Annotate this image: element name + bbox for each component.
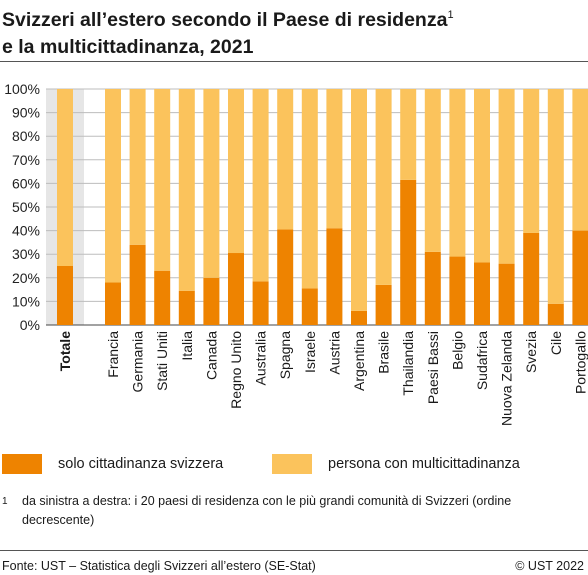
bar-segment-solo <box>228 253 244 325</box>
y-tick-label: 0% <box>20 317 40 333</box>
legend: solo cittadinanza svizzera persona con m… <box>0 454 588 478</box>
legend-label-solo: solo cittadinanza svizzera <box>58 456 224 472</box>
bar-segment-solo <box>449 256 466 325</box>
x-tick-label: Germania <box>130 331 146 393</box>
bar-segment-solo <box>547 303 564 325</box>
x-tick-label: Portogallo <box>572 331 588 394</box>
bar-segment-multi <box>105 89 121 283</box>
bar-segment-solo <box>400 179 417 325</box>
x-tick-label: Australia <box>253 331 269 386</box>
title-footnote-marker: 1 <box>447 9 454 21</box>
x-tick-label: Nuova Zelanda <box>499 331 515 426</box>
x-tick-label: Regno Unito <box>228 331 244 409</box>
bar-segment-multi <box>400 89 417 180</box>
bar-segment-multi <box>154 89 171 271</box>
bar-segment-solo <box>129 244 146 325</box>
x-tick-label: Sudafrica <box>474 331 490 390</box>
bar-segment-solo <box>498 263 515 325</box>
x-tick-label: Stati Uniti <box>154 331 170 391</box>
legend-label-multi: persona con multicittadinanza <box>328 456 520 472</box>
x-tick-label: Argentina <box>351 331 367 391</box>
y-tick-label: 50% <box>12 199 40 215</box>
bar-segment-multi <box>449 89 466 257</box>
bar-segment-solo <box>178 290 195 325</box>
stacked-bar-chart: 0% 10% 20% 30% 40% 50% 60% 70% 80% 90% 100% Totale F… <box>4 81 588 426</box>
y-tick-label: 60% <box>12 175 40 191</box>
title-line-2: e la multicittadinanza, 2021 <box>2 36 254 58</box>
legend-item-solo: solo cittadinanza svizzera <box>2 454 223 474</box>
x-tick-label: Spagna <box>277 331 293 379</box>
bar-segment-multi <box>547 89 564 304</box>
x-tick-label: Belgio <box>449 331 465 370</box>
footnote-marker: 1 <box>2 496 8 507</box>
bar-segment-solo <box>375 284 392 325</box>
x-tick-label: Francia <box>105 331 121 378</box>
y-tick-label: 70% <box>12 152 40 168</box>
bar-segment-solo <box>277 229 294 325</box>
bar-segment-multi <box>57 89 73 266</box>
chart-title: Svizzeri all’estero secondo il Paese di … <box>2 2 586 61</box>
bar-segment-multi <box>178 89 195 291</box>
bar-segment-multi <box>474 89 490 263</box>
bar-segment-multi <box>326 89 343 229</box>
x-tick-label: Israele <box>302 331 318 373</box>
bar-segment-multi <box>351 89 367 311</box>
bar-segment-solo <box>301 288 318 325</box>
bar-layer <box>57 89 588 325</box>
bar-segment-solo <box>57 266 73 325</box>
bar-segment-solo <box>326 228 343 325</box>
bar-segment-multi <box>498 89 515 264</box>
x-tick-label: Totale <box>57 331 73 371</box>
x-tick-label: Canada <box>203 331 219 380</box>
y-tick-label: 10% <box>12 293 40 309</box>
label-layer: 0% 10% 20% 30% 40% 50% 60% 70% 80% 90% 100% Totale F… <box>4 81 588 426</box>
bar-segment-solo <box>203 277 220 325</box>
x-tick-label: Brasile <box>376 331 392 374</box>
bar-segment-multi <box>523 89 540 233</box>
x-tick-label: Austria <box>326 331 342 375</box>
legend-item-multi: persona con multicittadinanza <box>272 454 520 474</box>
y-tick-label: 40% <box>12 223 40 239</box>
legend-swatch-solo <box>2 454 42 474</box>
source-text: Fonte: UST – Statistica degli Svizzeri a… <box>2 559 316 573</box>
bar-segment-solo <box>523 232 540 325</box>
footnote: 1 da sinistra a destra: i 20 paesi di res… <box>2 492 586 530</box>
copyright-text: © UST 2022 <box>515 559 584 573</box>
bar-segment-multi <box>228 89 244 254</box>
x-tick-label: Paesi Bassi <box>425 331 441 404</box>
title-line-1: Svizzeri all’estero secondo il Paese di … <box>2 9 448 31</box>
y-tick-label: 20% <box>12 270 40 286</box>
footer-divider <box>0 550 588 551</box>
title-divider <box>0 61 588 62</box>
x-tick-label: Cile <box>548 331 564 355</box>
x-tick-label: Thailandia <box>400 331 416 396</box>
legend-swatch-multi <box>272 454 312 474</box>
bar-segment-solo <box>105 282 121 325</box>
bar-segment-solo <box>252 281 269 325</box>
x-tick-label: Svezia <box>523 331 539 373</box>
bar-segment-multi <box>301 89 318 289</box>
footnote-text: da sinistra a destra: i 20 paesi di resi… <box>22 494 512 527</box>
y-tick-label: 90% <box>12 105 40 121</box>
bar-segment-solo <box>424 251 441 325</box>
bar-segment-multi <box>129 89 146 245</box>
bar-segment-solo <box>474 262 490 325</box>
y-tick-label: 80% <box>12 128 40 144</box>
bar-segment-multi <box>252 89 269 282</box>
bar-segment-multi <box>203 89 220 278</box>
bar-segment-multi <box>572 89 588 231</box>
bar-segment-solo <box>572 230 588 325</box>
x-tick-label: Italia <box>179 331 195 361</box>
y-tick-label: 100% <box>4 81 40 97</box>
bar-segment-multi <box>424 89 441 252</box>
bar-segment-multi <box>277 89 294 230</box>
y-tick-label: 30% <box>12 246 40 262</box>
bar-segment-solo <box>154 270 171 325</box>
bar-segment-solo <box>351 310 367 325</box>
bar-segment-multi <box>375 89 392 285</box>
